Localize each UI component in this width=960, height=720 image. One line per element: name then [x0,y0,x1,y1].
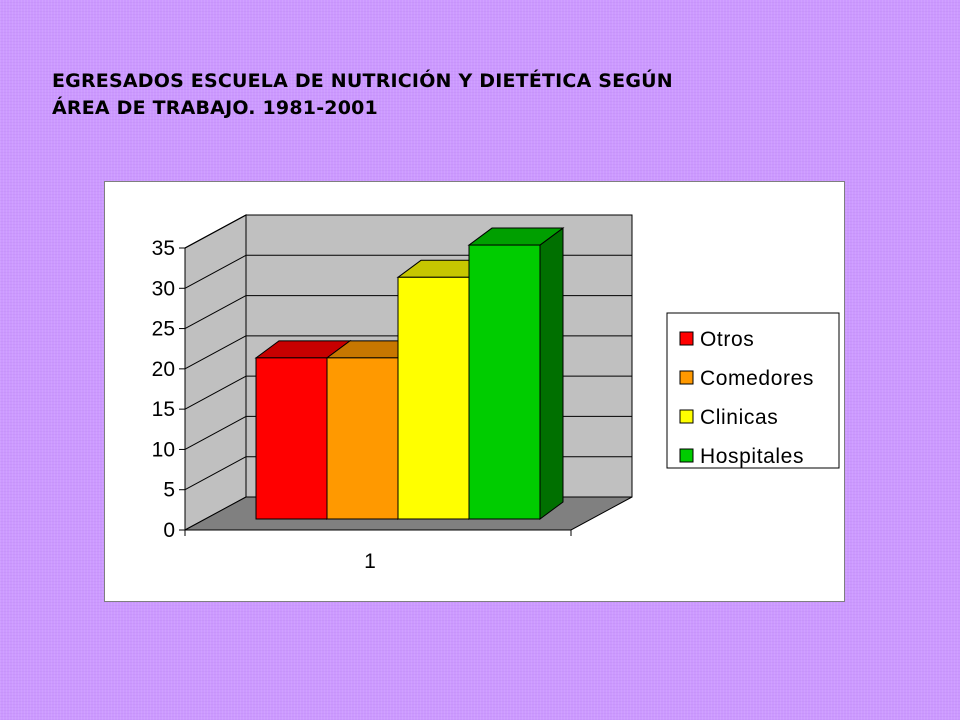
y-tick-label: 35 [152,237,175,260]
legend-label: Hospitales [700,445,804,468]
bar-front [255,357,328,520]
gridline-side [184,335,247,370]
chart-area: 0 5 10 15 20 25 30 35 1 Otros Comedores Clinicas Ho… [104,181,845,602]
tick-labels: 0 5 10 15 20 25 30 35 1 [152,237,376,573]
legend-box [666,312,840,469]
bars [254,227,565,520]
bar-side [539,227,564,520]
y-tick-label: 20 [152,358,175,381]
slide-title-line-1: EGRESADOS ESCUELA DE NUTRICIÓN Y DIETÉTI… [52,70,673,92]
legend-swatch [679,331,694,346]
y-tick-label: 30 [152,277,175,300]
gridline-side [184,295,247,330]
y-tick-label: 10 [152,438,175,461]
y-tick-label: 25 [152,318,175,341]
bar-front [468,244,541,520]
legend-swatch [679,370,694,385]
legend: Otros Comedores Clinicas Hospitales [666,312,840,469]
bar-hospitales [467,227,565,520]
gridline-side [184,415,247,450]
x-tick-label: 1 [364,550,376,573]
gridline-side [184,375,247,410]
y-tick-label: 5 [163,479,175,502]
legend-swatch [679,409,694,424]
bar-front [397,276,470,520]
legend-label: Clinicas [700,406,778,429]
side-wall [184,214,247,531]
y-tick-label: 0 [163,519,175,542]
chart-svg: 0 5 10 15 20 25 30 35 1 Otros Comedores Clinicas Ho… [152,214,840,573]
legend-label: Comedores [700,367,814,390]
legend-label: Otros [700,328,754,351]
legend-swatch [679,448,694,463]
gridline-side [184,254,247,289]
bar-front [326,357,399,520]
gridline-side [184,214,247,249]
y-tick-label: 15 [152,398,175,421]
gridline-side [184,456,247,491]
slide-title-line-2: ÁREA DE TRABAJO. 1981-2001 [52,97,378,119]
axes [179,247,572,536]
slide-title: EGRESADOS ESCUELA DE NUTRICIÓN Y DIETÉTI… [52,68,872,122]
